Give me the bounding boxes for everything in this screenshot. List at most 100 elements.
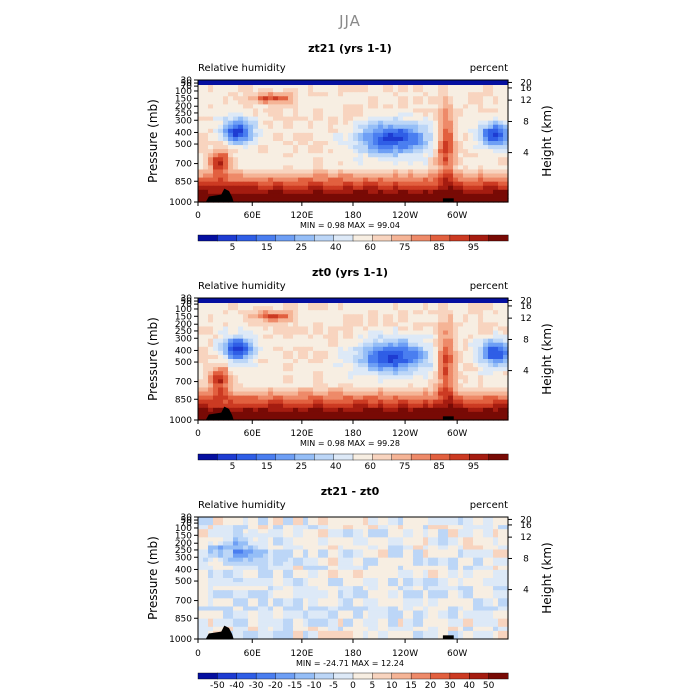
field-cell xyxy=(343,128,349,134)
field-cell xyxy=(408,153,414,158)
colorbar-swatch xyxy=(275,453,296,461)
field-cell xyxy=(303,387,309,393)
field-cell xyxy=(408,415,414,421)
field-cell xyxy=(383,149,389,154)
field-cell xyxy=(343,149,349,154)
field-cell xyxy=(338,197,344,203)
field-cell xyxy=(308,88,314,93)
field-cell xyxy=(388,565,394,571)
field-cell xyxy=(203,521,209,526)
field-cell xyxy=(478,169,484,175)
field-cell xyxy=(403,108,409,114)
field-cell xyxy=(318,141,324,146)
field-cell xyxy=(273,582,279,587)
field-cell xyxy=(233,573,239,579)
field-cell xyxy=(268,338,274,344)
y2-tick-label: 12 xyxy=(520,314,531,324)
field-cell xyxy=(218,165,224,171)
field-cell xyxy=(213,569,219,575)
field-cell xyxy=(268,573,274,579)
field-cell xyxy=(283,537,289,542)
field-cell xyxy=(378,326,384,332)
field-cell xyxy=(273,310,279,315)
field-cell xyxy=(418,145,424,150)
field-cell xyxy=(208,375,214,380)
field-cell xyxy=(338,411,344,417)
field-cell xyxy=(333,132,339,138)
field-cell xyxy=(258,306,264,311)
field-cell xyxy=(208,169,214,175)
field-cell xyxy=(398,326,404,332)
field-cell xyxy=(443,136,449,142)
field-cell xyxy=(493,84,499,89)
field-cell xyxy=(423,92,429,97)
field-cell xyxy=(198,185,204,191)
field-cell xyxy=(348,88,354,93)
field-cell xyxy=(393,553,399,559)
field-cell xyxy=(358,322,364,328)
field-cell xyxy=(463,124,469,130)
field-cell xyxy=(428,302,434,307)
field-cell xyxy=(333,586,339,591)
field-cell xyxy=(293,157,299,162)
field-cell xyxy=(378,383,384,389)
field-cell xyxy=(368,517,374,522)
field-cell xyxy=(358,338,364,344)
field-cell xyxy=(223,387,229,393)
field-cell xyxy=(483,88,489,93)
field-cell xyxy=(463,387,469,393)
field-cell xyxy=(458,525,464,530)
field-cell xyxy=(228,112,234,118)
field-cell xyxy=(448,189,454,195)
field-cell xyxy=(388,549,394,555)
field-cell xyxy=(373,363,379,368)
field-cell xyxy=(253,387,259,393)
field-cell xyxy=(273,533,279,538)
field-cell xyxy=(313,586,319,591)
field-cell xyxy=(288,354,294,360)
field-cell xyxy=(213,359,219,364)
field-cell xyxy=(408,553,414,559)
field-cell xyxy=(273,181,279,187)
field-cell xyxy=(388,346,394,352)
field-cell xyxy=(458,193,464,199)
field-cell xyxy=(363,338,369,344)
field-cell xyxy=(228,128,234,134)
field-cell xyxy=(503,553,509,559)
field-cell xyxy=(468,116,474,122)
field-cell xyxy=(483,108,489,114)
field-cell xyxy=(498,104,504,110)
field-cell xyxy=(488,399,494,405)
field-cell xyxy=(228,185,234,191)
field-cell xyxy=(488,161,494,166)
field-cell xyxy=(383,334,389,340)
field-cell xyxy=(503,88,509,93)
field-cell xyxy=(228,529,234,534)
field-cell xyxy=(348,132,354,138)
field-cell xyxy=(258,100,264,105)
field-cell xyxy=(198,517,204,522)
field-cell xyxy=(398,545,404,551)
field-cell xyxy=(238,529,244,534)
field-cell xyxy=(398,342,404,348)
field-cell xyxy=(498,399,504,405)
field-cell xyxy=(373,561,379,567)
field-cell xyxy=(408,387,414,393)
field-cell xyxy=(473,411,479,417)
field-cell xyxy=(408,529,414,534)
field-cell xyxy=(358,120,364,126)
field-cell xyxy=(438,334,444,340)
field-cell xyxy=(358,132,364,138)
field-cell xyxy=(273,189,279,195)
field-cell xyxy=(478,330,484,336)
field-cell xyxy=(313,346,319,352)
field-cell xyxy=(353,545,359,551)
field-cell xyxy=(393,415,399,421)
field-cell xyxy=(428,100,434,105)
field-cell xyxy=(418,326,424,332)
field-cell xyxy=(378,124,384,130)
field-cell xyxy=(468,517,474,522)
field-cell xyxy=(283,318,289,323)
x-tick-label: 120E xyxy=(290,211,313,221)
field-cell xyxy=(228,350,234,356)
